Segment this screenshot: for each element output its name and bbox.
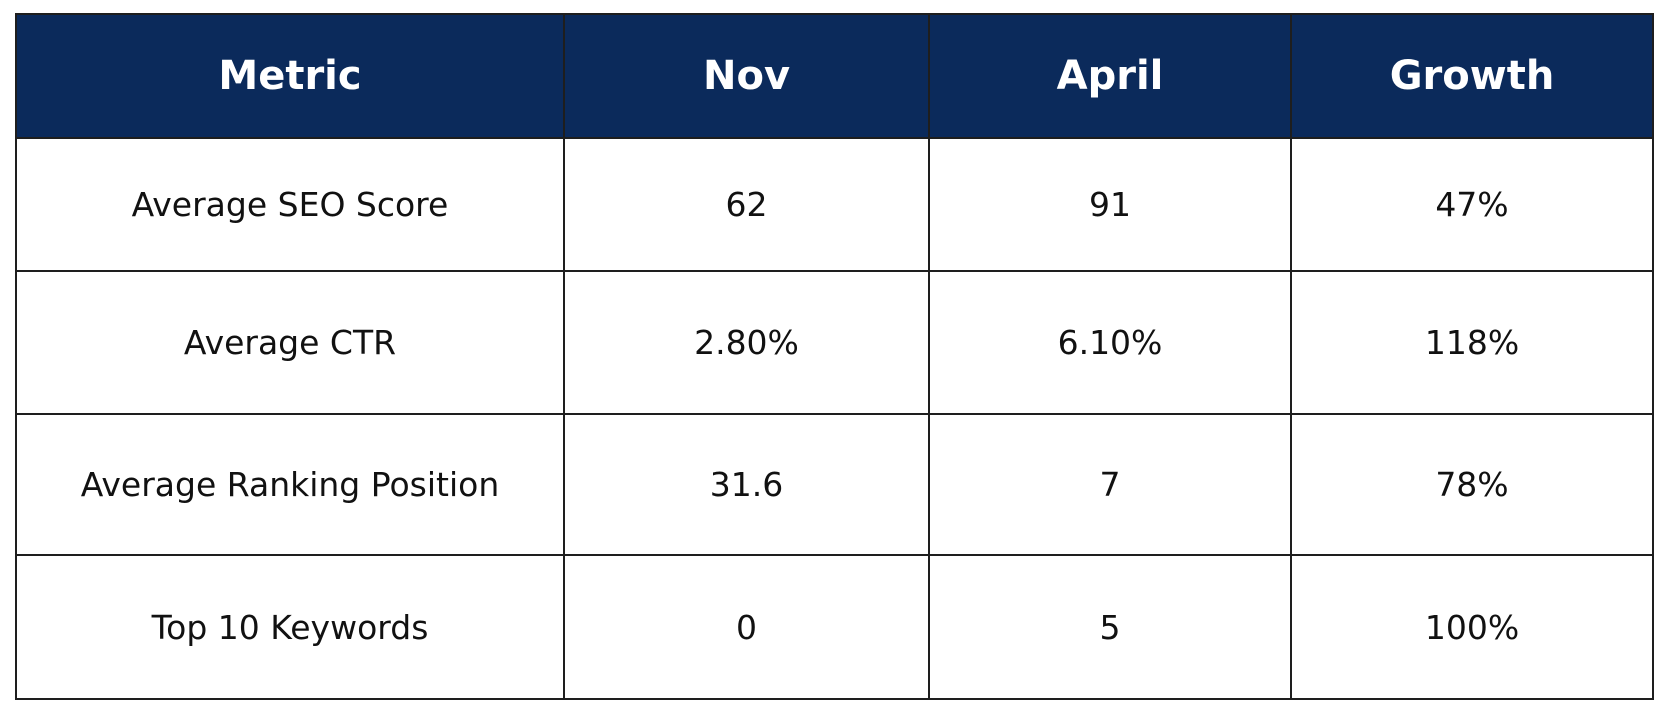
- table-row: Average SEO Score 62 91 47%: [15, 137, 1654, 272]
- table-row: Average Ranking Position 31.6 7 78%: [15, 413, 1654, 556]
- metrics-table: Metric Nov April Growth Average SEO Score 62…: [15, 13, 1654, 700]
- value-cell: 118%: [1290, 270, 1654, 415]
- value-cell: 100%: [1290, 554, 1654, 700]
- value-cell: 5: [928, 554, 1292, 700]
- header-row: Metric Nov April Growth: [15, 13, 1654, 139]
- value-cell: 91: [928, 137, 1292, 272]
- value-cell: 0: [563, 554, 930, 700]
- value-cell: 7: [928, 413, 1292, 556]
- table-body: Average SEO Score 62 91 47% Average CTR 2.80%…: [15, 137, 1654, 700]
- metric-cell: Average CTR: [15, 270, 565, 415]
- metric-cell: Average SEO Score: [15, 137, 565, 272]
- value-cell: 78%: [1290, 413, 1654, 556]
- table-row: Top 10 Keywords 0 5 100%: [15, 554, 1654, 700]
- metric-cell: Top 10 Keywords: [15, 554, 565, 700]
- value-cell: 31.6: [563, 413, 930, 556]
- value-cell: 62: [563, 137, 930, 272]
- table-row: Average CTR 2.80% 6.10% 118%: [15, 270, 1654, 415]
- header-cell: Nov: [563, 13, 930, 139]
- value-cell: 47%: [1290, 137, 1654, 272]
- header-cell: Metric: [15, 13, 565, 139]
- header-cell: April: [928, 13, 1292, 139]
- table-header: Metric Nov April Growth: [15, 13, 1654, 139]
- value-cell: 6.10%: [928, 270, 1292, 415]
- header-cell: Growth: [1290, 13, 1654, 139]
- value-cell: 2.80%: [563, 270, 930, 415]
- metric-cell: Average Ranking Position: [15, 413, 565, 556]
